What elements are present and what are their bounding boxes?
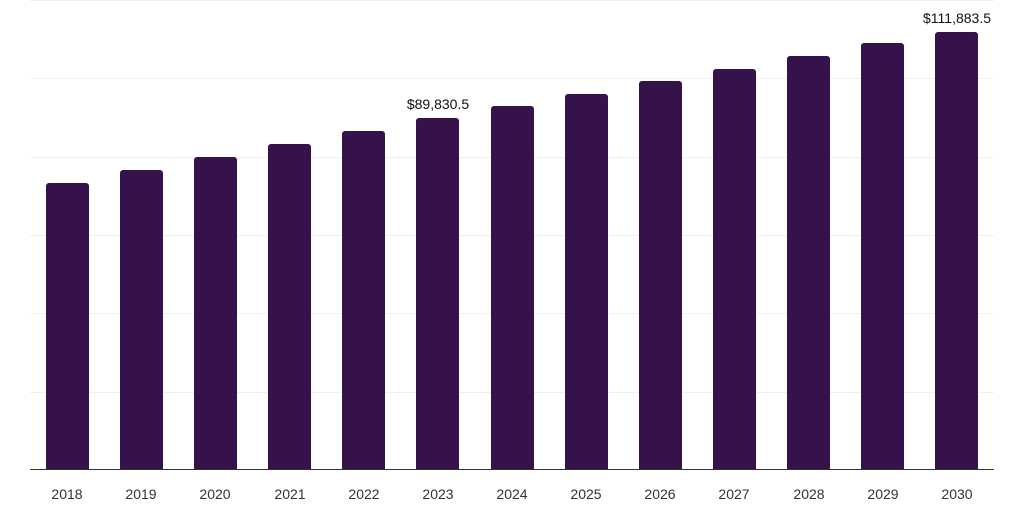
bar-2020[interactable] (194, 157, 237, 470)
bar-2025[interactable] (565, 94, 608, 470)
gridline (30, 78, 994, 79)
x-tick-label: 2028 (793, 486, 825, 502)
bar-2018[interactable] (46, 183, 89, 470)
x-tick-label: 2020 (199, 486, 231, 502)
bar-2023[interactable] (416, 118, 459, 470)
x-tick-label: 2025 (570, 486, 602, 502)
bar-2029[interactable] (861, 43, 904, 470)
x-tick-label: 2018 (51, 486, 83, 502)
gridline (30, 0, 994, 1)
x-tick-label: 2026 (644, 486, 676, 502)
bar-2030[interactable] (935, 32, 978, 470)
bar-2022[interactable] (342, 131, 385, 470)
x-tick-label: 2024 (496, 486, 528, 502)
x-tick-label: 2030 (941, 486, 973, 502)
bar-2028[interactable] (787, 56, 830, 470)
bar-2027[interactable] (713, 69, 756, 470)
data-label: $111,883.5 (923, 10, 991, 26)
bar-2021[interactable] (268, 144, 311, 470)
x-tick-label: 2029 (867, 486, 899, 502)
x-tick-label: 2019 (125, 486, 157, 502)
x-tick-label: 2022 (348, 486, 380, 502)
bar-2026[interactable] (639, 81, 682, 470)
x-tick-label: 2021 (274, 486, 306, 502)
x-tick-label: 2027 (718, 486, 750, 502)
x-axis-line (30, 469, 994, 470)
data-label: $89,830.5 (406, 96, 470, 112)
bar-2024[interactable] (491, 106, 534, 470)
x-tick-label: 2023 (422, 486, 454, 502)
bar-2019[interactable] (120, 170, 163, 470)
